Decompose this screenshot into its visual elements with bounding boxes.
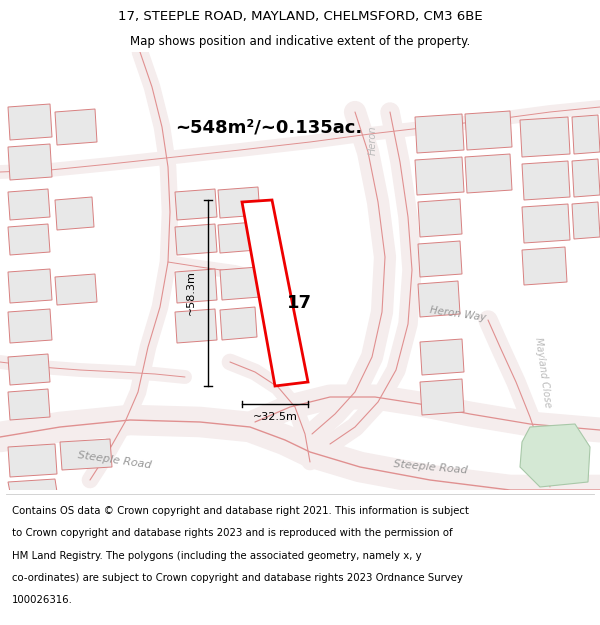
Polygon shape (420, 379, 464, 415)
Polygon shape (465, 111, 512, 150)
Text: Steeple Road: Steeple Road (77, 450, 152, 470)
Polygon shape (8, 224, 50, 255)
Polygon shape (8, 189, 50, 220)
Polygon shape (218, 187, 260, 218)
Polygon shape (520, 424, 590, 487)
Polygon shape (522, 247, 567, 285)
Text: Steeple Road: Steeple Road (392, 459, 467, 475)
Text: Map shows position and indicative extent of the property.: Map shows position and indicative extent… (130, 36, 470, 48)
Polygon shape (420, 339, 464, 375)
Polygon shape (418, 199, 462, 237)
Polygon shape (220, 267, 260, 300)
Polygon shape (415, 114, 464, 153)
Polygon shape (572, 159, 600, 197)
Polygon shape (55, 274, 97, 305)
Polygon shape (175, 269, 217, 303)
Polygon shape (522, 204, 570, 243)
Text: Mayland Close: Mayland Close (533, 336, 553, 408)
Text: to Crown copyright and database rights 2023 and is reproduced with the permissio: to Crown copyright and database rights 2… (12, 529, 452, 539)
Polygon shape (55, 197, 94, 230)
Polygon shape (8, 354, 50, 385)
Polygon shape (418, 281, 460, 317)
Polygon shape (8, 144, 52, 180)
Text: co-ordinates) are subject to Crown copyright and database rights 2023 Ordnance S: co-ordinates) are subject to Crown copyr… (12, 573, 463, 583)
Text: Heron Way: Heron Way (429, 305, 487, 323)
Polygon shape (572, 115, 600, 154)
Polygon shape (175, 224, 217, 255)
Polygon shape (60, 439, 112, 470)
Polygon shape (175, 189, 217, 220)
Polygon shape (8, 104, 52, 140)
Text: Contains OS data © Crown copyright and database right 2021. This information is : Contains OS data © Crown copyright and d… (12, 506, 469, 516)
Polygon shape (220, 307, 257, 340)
Polygon shape (8, 269, 52, 303)
Polygon shape (8, 444, 57, 477)
Text: 100026316.: 100026316. (12, 595, 73, 605)
Polygon shape (218, 222, 257, 253)
Polygon shape (8, 389, 50, 420)
Polygon shape (465, 154, 512, 193)
Polygon shape (522, 161, 570, 200)
Polygon shape (418, 241, 462, 277)
Polygon shape (175, 309, 217, 343)
Polygon shape (520, 117, 570, 157)
Text: ~32.5m: ~32.5m (253, 412, 298, 422)
Text: 17: 17 (287, 294, 312, 311)
Polygon shape (572, 202, 600, 239)
Text: ~58.3m: ~58.3m (186, 271, 196, 316)
Polygon shape (8, 479, 57, 492)
Polygon shape (242, 200, 308, 386)
Text: 17, STEEPLE ROAD, MAYLAND, CHELMSFORD, CM3 6BE: 17, STEEPLE ROAD, MAYLAND, CHELMSFORD, C… (118, 11, 482, 23)
Polygon shape (415, 157, 464, 195)
Text: HM Land Registry. The polygons (including the associated geometry, namely x, y: HM Land Registry. The polygons (includin… (12, 551, 422, 561)
Polygon shape (8, 309, 52, 343)
Text: ~548m²/~0.135ac.: ~548m²/~0.135ac. (175, 118, 362, 136)
Polygon shape (55, 109, 97, 145)
Text: Heron: Heron (368, 125, 378, 155)
